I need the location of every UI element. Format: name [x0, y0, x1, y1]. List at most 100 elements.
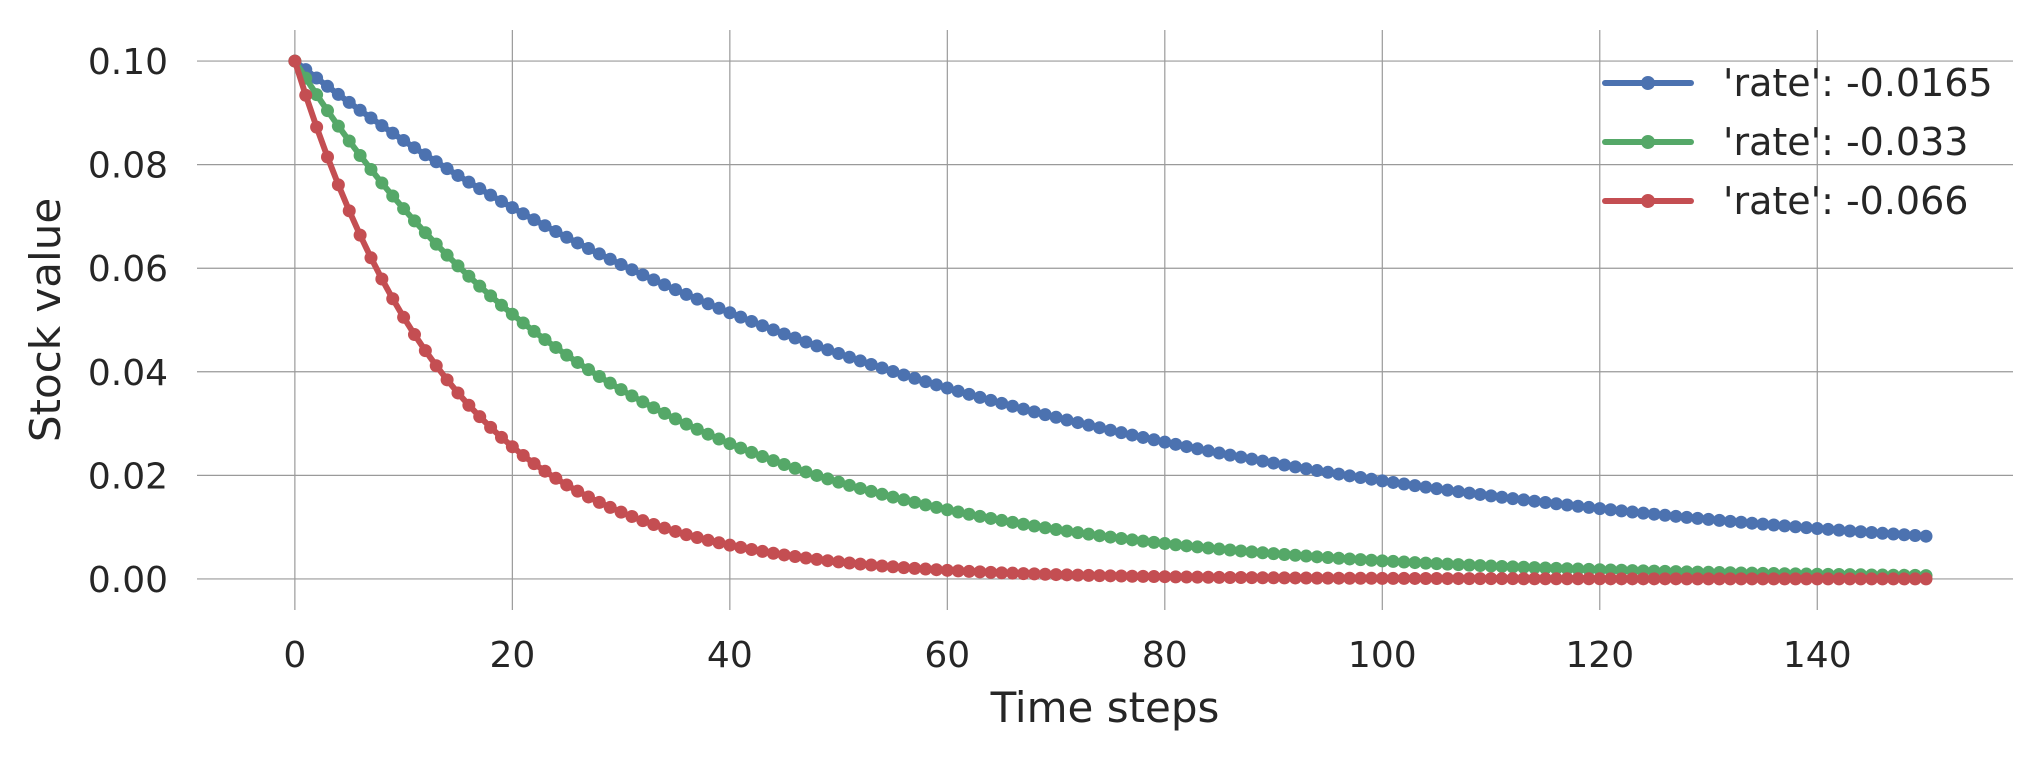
data-point	[1473, 487, 1487, 501]
data-point	[1571, 562, 1585, 576]
data-point	[821, 343, 835, 357]
data-point	[832, 555, 846, 569]
data-point	[1310, 550, 1324, 564]
data-point	[1506, 572, 1520, 586]
data-point	[1321, 551, 1335, 565]
data-point	[1125, 569, 1139, 583]
data-point	[1408, 479, 1422, 493]
data-point	[1854, 572, 1868, 586]
data-point	[1495, 490, 1509, 504]
y-tick-label: 0.06	[88, 249, 168, 290]
data-point	[614, 505, 628, 519]
data-point	[995, 396, 1009, 410]
data-point	[1908, 528, 1922, 542]
data-point	[1528, 561, 1542, 575]
data-point	[386, 189, 400, 203]
data-point	[647, 518, 661, 532]
data-point	[1810, 572, 1824, 586]
data-point	[1364, 571, 1378, 585]
data-point	[788, 331, 802, 345]
data-point	[853, 481, 867, 495]
data-point	[995, 566, 1009, 580]
data-point	[755, 544, 769, 558]
data-point	[973, 565, 987, 579]
data-point	[473, 410, 487, 424]
data-point	[1114, 569, 1128, 583]
data-point	[1332, 551, 1346, 565]
data-point	[1343, 552, 1357, 566]
data-point	[853, 557, 867, 571]
data-point	[549, 340, 563, 354]
data-point	[1756, 572, 1770, 586]
data-point	[1669, 509, 1683, 523]
data-point	[1288, 571, 1302, 585]
data-point	[364, 251, 378, 265]
data-point	[310, 71, 324, 85]
grid	[197, 30, 2013, 610]
data-point	[897, 368, 911, 382]
data-point	[1071, 416, 1085, 430]
data-point	[1060, 568, 1074, 582]
data-point	[1136, 430, 1150, 444]
data-point	[1016, 517, 1030, 531]
data-point	[1071, 526, 1085, 540]
data-point	[690, 531, 704, 544]
data-point	[1180, 539, 1194, 553]
data-point	[745, 314, 759, 328]
data-point	[451, 259, 465, 273]
data-point	[1615, 504, 1629, 518]
data-point	[1538, 572, 1552, 586]
data-point	[777, 457, 791, 471]
data-point	[1136, 534, 1150, 548]
data-point	[484, 289, 498, 303]
data-point	[1332, 467, 1346, 481]
data-point	[549, 471, 563, 485]
data-point	[886, 560, 900, 574]
data-point	[1408, 556, 1422, 570]
data-point	[799, 551, 813, 565]
data-point	[527, 324, 541, 338]
data-point	[951, 564, 965, 578]
data-point	[549, 225, 563, 239]
data-point	[1038, 521, 1052, 535]
data-point	[1027, 405, 1041, 419]
data-point	[1256, 546, 1270, 560]
data-point	[560, 348, 574, 362]
data-point	[1060, 524, 1074, 538]
data-point	[1876, 526, 1890, 540]
data-point	[462, 175, 476, 189]
data-point	[397, 310, 411, 324]
data-point	[571, 236, 585, 250]
data-point	[1441, 557, 1455, 571]
data-point	[1495, 559, 1509, 573]
data-point	[560, 230, 574, 244]
data-point	[1114, 426, 1128, 440]
data-point	[668, 283, 682, 297]
data-point	[451, 168, 465, 182]
data-point	[984, 511, 998, 525]
data-point	[668, 412, 682, 426]
data-point	[875, 361, 889, 375]
series-layer	[288, 54, 1933, 586]
series-3	[288, 54, 1933, 586]
data-point	[734, 540, 748, 554]
data-point	[505, 307, 519, 321]
data-point	[723, 437, 737, 451]
data-point	[1865, 526, 1879, 540]
data-point	[1125, 533, 1139, 547]
data-point	[1354, 553, 1368, 567]
data-point	[1919, 572, 1933, 586]
data-point	[342, 204, 356, 218]
data-point	[1321, 465, 1335, 479]
data-point	[1190, 540, 1204, 554]
data-point	[1636, 572, 1650, 586]
legend-item: 'rate': -0.033	[1602, 120, 1968, 164]
data-point	[581, 490, 595, 504]
data-point	[1615, 572, 1629, 586]
data-point	[560, 478, 574, 492]
data-point	[353, 103, 367, 117]
data-point	[679, 417, 693, 431]
data-point	[647, 401, 661, 415]
